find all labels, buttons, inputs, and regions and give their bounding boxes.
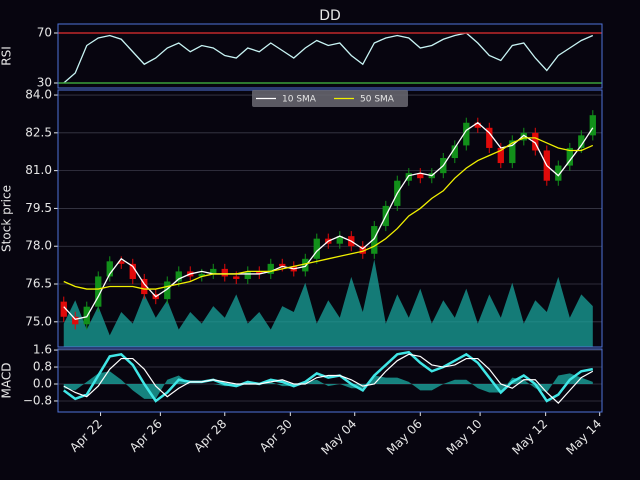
candle-body xyxy=(520,132,527,141)
candle-body xyxy=(244,271,251,279)
legend-label: 50 SMA xyxy=(360,95,395,105)
candle-body xyxy=(336,236,343,244)
line-series xyxy=(63,32,594,84)
candle-body xyxy=(106,261,113,277)
candle-body xyxy=(405,173,412,181)
candle-body xyxy=(566,147,573,166)
candle-body xyxy=(451,145,458,159)
line-series xyxy=(63,137,594,290)
candle-body xyxy=(279,263,286,267)
candle-body xyxy=(210,268,217,274)
candle-body xyxy=(509,140,516,164)
candle-body xyxy=(497,147,504,164)
line-series xyxy=(63,121,594,320)
candle-body xyxy=(267,263,274,274)
candle-body xyxy=(578,135,585,148)
y-tick-label: 75.0 xyxy=(25,314,52,328)
candle-body xyxy=(417,173,424,179)
y-tick-label: 79.5 xyxy=(25,201,52,215)
y-tick-label: 1.6 xyxy=(33,343,52,357)
candle-body xyxy=(589,115,596,136)
candle-body xyxy=(175,271,182,282)
y-tick-label: 70 xyxy=(37,26,52,40)
candle-body xyxy=(72,316,79,325)
volume-area xyxy=(63,259,593,347)
candle-body xyxy=(233,276,240,279)
candle-body xyxy=(256,271,263,274)
legend-label: 10 SMA xyxy=(282,95,317,105)
y-tick-label: 30 xyxy=(37,76,52,90)
line-series xyxy=(63,350,594,403)
candle-body xyxy=(164,281,171,300)
candle-body xyxy=(198,273,205,277)
candle-body xyxy=(118,261,125,264)
y-tick-label: 84.0 xyxy=(25,88,52,102)
candle-body xyxy=(129,263,136,279)
plot-area xyxy=(58,32,602,84)
chart-title: DD xyxy=(319,8,341,24)
y-tick-label: 76.5 xyxy=(25,277,52,291)
y-tick-label: 82.5 xyxy=(25,125,52,139)
y-tick-label: 0.8 xyxy=(33,360,52,374)
plot-area xyxy=(58,349,602,404)
line-series xyxy=(63,353,594,404)
y-axis-label: RSI xyxy=(0,46,14,66)
y-tick-label: 0.0 xyxy=(33,377,52,391)
candle-body xyxy=(486,127,493,148)
panel-frame xyxy=(57,348,603,413)
candle-body xyxy=(95,276,102,307)
y-tick-label: −0.8 xyxy=(23,393,52,407)
candle-body xyxy=(302,258,309,272)
plot-area xyxy=(58,94,602,347)
y-axis-label: MACD xyxy=(0,363,14,399)
y-tick-label: 81.0 xyxy=(25,163,52,177)
candle-body xyxy=(474,122,481,128)
candle-body xyxy=(221,268,228,277)
histogram-area xyxy=(63,371,593,399)
candle-body xyxy=(359,246,366,254)
candle-body xyxy=(141,278,148,295)
candle-body xyxy=(313,238,320,259)
candle-body xyxy=(60,301,67,317)
legend-box xyxy=(252,90,408,107)
candle-body xyxy=(371,226,378,254)
candle-body xyxy=(555,165,562,181)
y-axis-label: Stock price xyxy=(0,185,14,252)
y-tick-label: 78.0 xyxy=(25,239,52,253)
candle-body xyxy=(463,122,470,146)
panel-frame xyxy=(57,23,603,89)
candle-body xyxy=(532,132,539,151)
